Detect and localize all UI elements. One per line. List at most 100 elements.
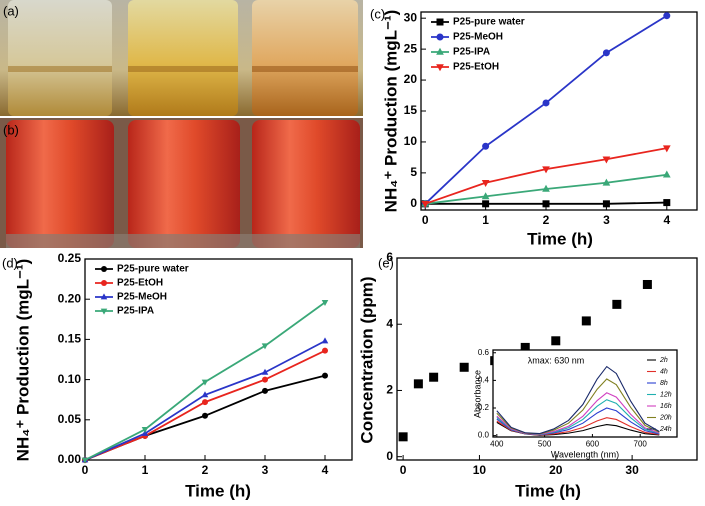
- marker: [551, 336, 561, 346]
- y-axis-label: Absorbance: [472, 370, 482, 418]
- x-tick-label: 0: [82, 463, 89, 477]
- x-axis-label: Time (h): [185, 481, 251, 500]
- legend-label: 24h: [659, 426, 672, 433]
- y-tick-label: 25: [404, 41, 418, 55]
- marker: [612, 299, 622, 309]
- marker: [663, 12, 671, 20]
- y-tick-label: 0.6: [478, 348, 490, 357]
- series-line: [424, 147, 667, 205]
- legend-label: P25-MeOH: [117, 292, 167, 303]
- marker: [201, 391, 209, 398]
- x-tick-label: 400: [490, 439, 504, 448]
- legend-label: 4h: [660, 368, 668, 375]
- x-axis-label: Time (h): [527, 229, 593, 248]
- legend-marker: [100, 293, 108, 300]
- plot-frame: [84, 258, 353, 461]
- y-tick-label: 0.15: [58, 332, 82, 346]
- x-tick-label: 3: [603, 213, 610, 227]
- legend-label: P25-EtOH: [453, 62, 499, 73]
- legend-marker: [436, 33, 444, 41]
- y-axis-label: NH₄⁺ Production (mgL⁻¹): [381, 10, 400, 213]
- x-tick-label: 4: [322, 463, 329, 477]
- series-line: [496, 365, 660, 435]
- legend-label: P25-pure water: [453, 17, 525, 28]
- x-tick-label: 3: [262, 463, 269, 477]
- x-tick-label: 10: [473, 463, 487, 477]
- marker: [581, 316, 591, 326]
- panel-label: (a): [3, 3, 19, 18]
- x-tick-label: 700: [634, 439, 648, 448]
- y-tick-label: 2: [386, 383, 393, 397]
- y-axis-label: Concentration (ppm): [357, 276, 376, 443]
- legend-label: 2h: [659, 357, 668, 364]
- plot-frame: [396, 257, 698, 461]
- y-tick-label: 0: [386, 449, 393, 463]
- legend-label: P25-pure water: [117, 264, 189, 275]
- x-tick-label: 2: [543, 213, 550, 227]
- x-tick-label: 600: [586, 439, 600, 448]
- x-tick-label: 0: [422, 213, 429, 227]
- marker: [602, 178, 611, 186]
- legend-label: P25-IPA: [117, 306, 154, 317]
- marker: [602, 156, 611, 164]
- plot-frame: [492, 349, 678, 438]
- y-tick-label: 15: [404, 103, 418, 117]
- legend-label: P25-MeOH: [453, 32, 503, 43]
- legend-marker: [436, 64, 444, 72]
- x-axis-label: Wavelength (nm): [551, 449, 619, 459]
- x-tick-label: 1: [482, 213, 489, 227]
- marker: [520, 342, 530, 352]
- y-tick-label: 6: [386, 250, 393, 264]
- y-tick-label: 0: [410, 196, 417, 210]
- marker: [429, 372, 439, 382]
- photo-a: [0, 0, 363, 116]
- marker: [413, 379, 423, 389]
- marker: [542, 166, 550, 174]
- marker: [398, 432, 408, 442]
- y-tick-label: 4: [386, 316, 393, 330]
- x-tick-label: 30: [625, 463, 639, 477]
- marker: [421, 201, 430, 209]
- x-tick-label: 20: [549, 463, 563, 477]
- legend-label: 12h: [660, 391, 672, 398]
- marker: [482, 200, 490, 208]
- marker: [602, 200, 610, 208]
- legend-marker: [101, 266, 107, 272]
- x-tick-label: 1: [142, 463, 149, 477]
- marker: [262, 376, 268, 383]
- y-tick-label: 0.0: [478, 431, 490, 440]
- x-tick-label: 4: [663, 213, 670, 227]
- marker: [663, 199, 671, 207]
- x-tick-label: 0: [400, 463, 407, 477]
- marker: [261, 368, 269, 375]
- y-tick-label: 0.20: [58, 291, 82, 305]
- marker: [322, 372, 328, 379]
- marker: [481, 192, 490, 200]
- panel-label: (e): [378, 255, 394, 270]
- marker: [459, 362, 469, 372]
- y-axis-label: NH₄⁺ Production (mgL⁻¹): [13, 259, 32, 462]
- panel-label: (b): [3, 122, 19, 137]
- marker: [321, 337, 329, 344]
- annotation: λmax: 630 nm: [528, 355, 585, 365]
- legend-marker: [101, 280, 107, 286]
- x-tick-label: 2: [202, 463, 209, 477]
- marker: [201, 379, 209, 386]
- y-tick-label: 0.05: [58, 412, 82, 426]
- marker: [542, 99, 550, 107]
- inset-background: [493, 350, 677, 437]
- marker: [662, 170, 671, 178]
- marker: [481, 179, 490, 187]
- marker: [141, 427, 149, 434]
- legend-marker: [436, 47, 444, 55]
- marker: [482, 142, 490, 150]
- panel-label: (d): [2, 255, 18, 270]
- legend-label: 20h: [659, 414, 672, 421]
- legend-marker: [100, 308, 108, 315]
- y-tick-label: 10: [404, 134, 418, 148]
- legend-label: 16h: [660, 403, 672, 410]
- x-axis-label: Time (h): [515, 481, 581, 500]
- series-line: [424, 14, 668, 205]
- marker: [81, 457, 89, 464]
- marker: [542, 184, 550, 192]
